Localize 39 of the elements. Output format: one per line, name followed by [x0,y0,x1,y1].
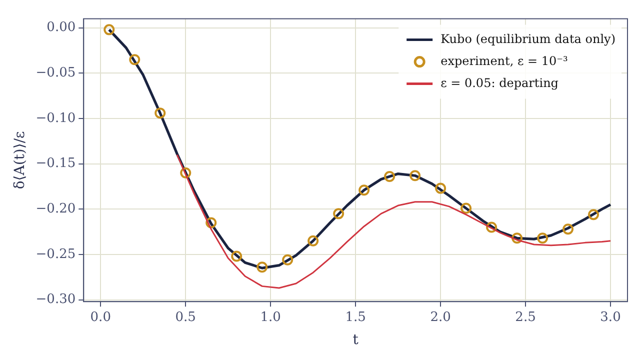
point [588,209,600,220]
y-tick-label: −0.25 [36,246,76,262]
legend-label: ε = 0.05: departing [440,76,559,90]
point [180,167,192,178]
y-tick-label: −0.05 [36,66,76,81]
point [308,235,319,246]
y-tick-label: −0.15 [36,156,76,172]
point [282,254,294,266]
point [256,262,268,273]
point [384,171,396,182]
point [358,184,370,196]
x-tick-label: 0.5 [175,310,196,325]
point [104,24,115,36]
point [537,232,548,244]
x-axis-title: t [352,332,359,348]
point [231,250,242,262]
point [410,170,421,182]
point [562,224,574,235]
legend-label: Kubo (equilibrium data only) [440,32,616,46]
y-axis-title: δ⟨A(t)⟩/ε [12,131,28,190]
x-tick-label: 1.5 [345,310,366,325]
point [435,182,446,194]
y-tick-label: 0.00 [46,20,76,36]
x-tick-label: 3.0 [600,310,621,325]
legend-label: experiment, ε = 10⁻³ [440,54,568,68]
x-tick-label: 0.0 [90,310,111,325]
y-tick-label: −0.20 [36,202,76,217]
point [486,222,498,233]
y-tick-label: −0.30 [36,292,76,308]
x-tick-label: 2.0 [430,310,451,325]
x-tick-label: 1.0 [260,310,281,325]
y-tick-label: −0.10 [36,110,76,126]
point [154,108,166,119]
point [512,232,523,244]
point [460,202,472,214]
x-tick-label: 2.5 [515,310,536,325]
point [333,208,344,220]
point [129,54,140,66]
point [206,217,217,228]
